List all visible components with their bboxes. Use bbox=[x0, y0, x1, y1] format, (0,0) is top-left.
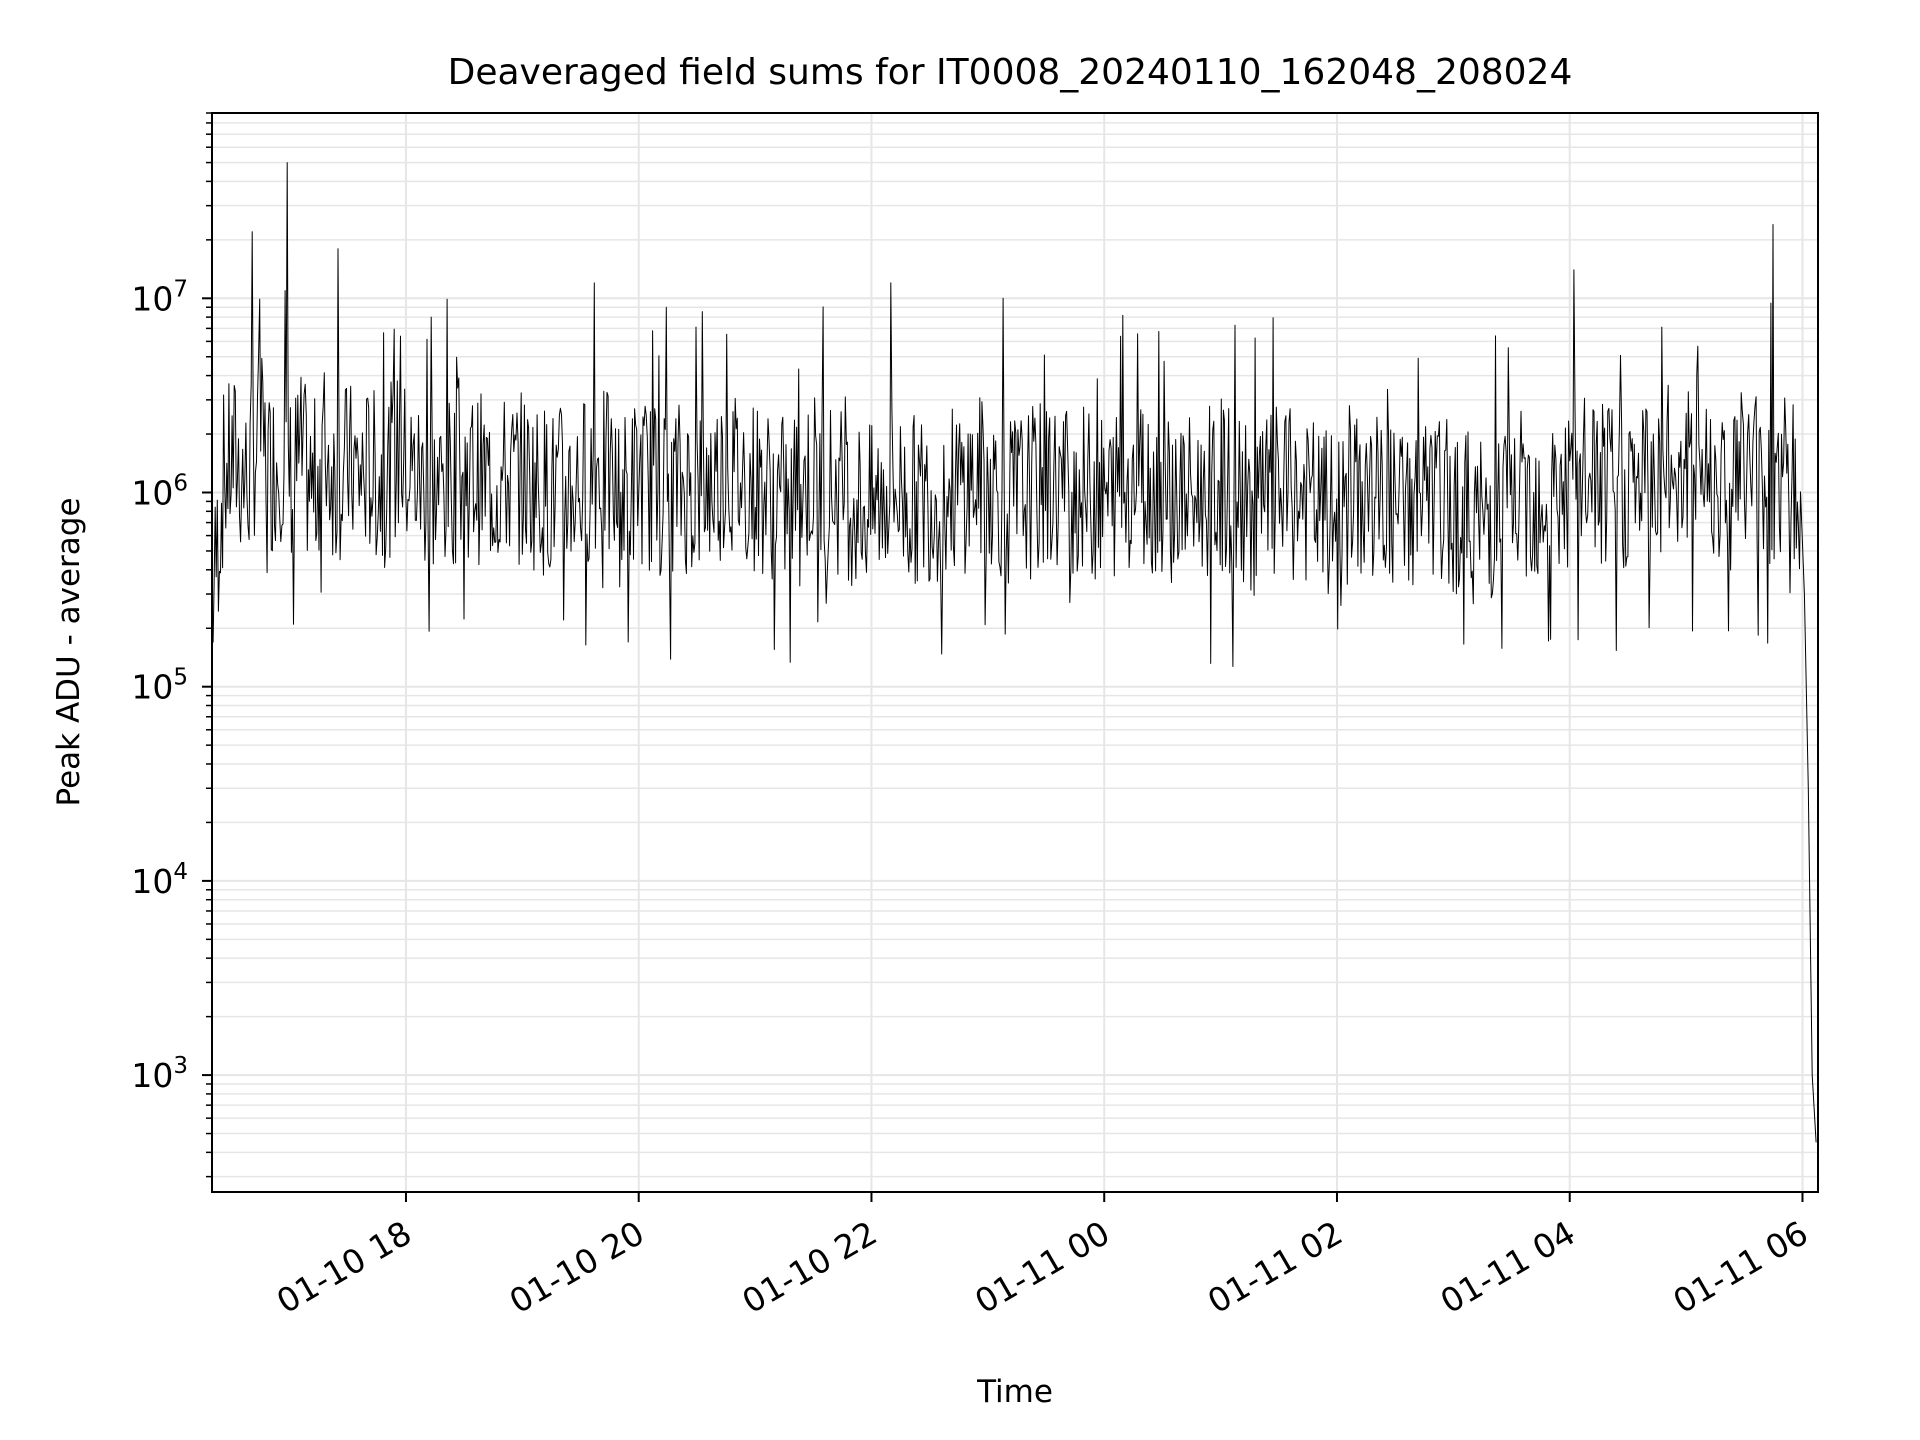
series-line bbox=[211, 162, 1817, 1143]
chart-title: Deaveraged field sums for IT0008_2024011… bbox=[448, 52, 1573, 93]
grid bbox=[212, 112, 1818, 1192]
y-tick-label: 105 bbox=[131, 665, 188, 707]
y-tick-label: 106 bbox=[131, 471, 188, 513]
y-tick-label: 107 bbox=[131, 276, 188, 318]
y-tick-label: 103 bbox=[131, 1053, 188, 1095]
plot-frame bbox=[211, 112, 1819, 1193]
x-axis-label: Time bbox=[976, 1374, 1053, 1410]
y-tick-label: 104 bbox=[131, 859, 188, 901]
y-axis-label: Peak ADU - average bbox=[51, 497, 87, 806]
